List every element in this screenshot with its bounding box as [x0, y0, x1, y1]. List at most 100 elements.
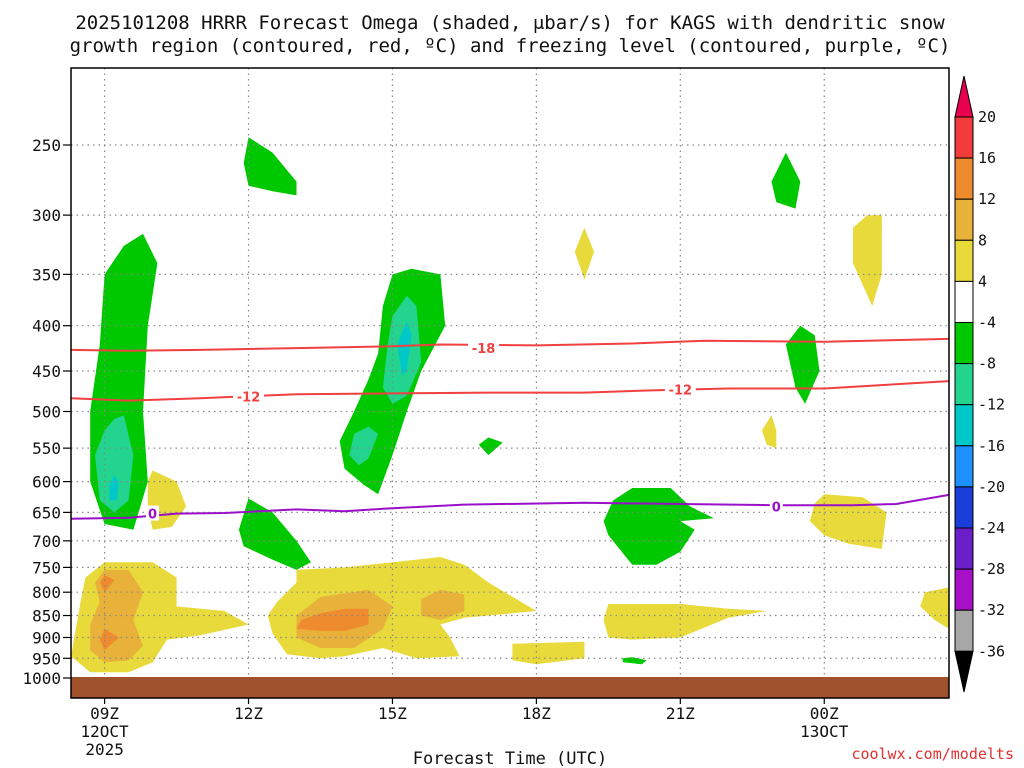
- omega-region-minus4: [243, 137, 297, 196]
- contour-label: 0: [148, 508, 157, 523]
- x-tick-label-09Z: 09Z: [90, 704, 119, 723]
- colorbar-legend: 20 16 12 8 4 -4 -8 -12 -16 -20 -24 -28 -32 -36: [954, 75, 1005, 693]
- colorbar-box: [954, 527, 974, 570]
- y-tick-label-950: 950: [32, 649, 61, 668]
- colorbar-label: -36: [978, 642, 1005, 660]
- x-tick-year: 2025: [85, 740, 124, 759]
- omega-region-minus8: [349, 426, 379, 466]
- x-tick-label-15Z: 15Z: [378, 704, 407, 723]
- y-tick-label-500: 500: [32, 403, 61, 422]
- contour-label-bg: [769, 498, 783, 514]
- colorbar-label: -28: [978, 560, 1005, 578]
- colorbar-box: [954, 486, 974, 529]
- colorbar-box: [954, 322, 974, 365]
- colorbar-top-arrow: [954, 75, 974, 118]
- y-tick-label-300: 300: [32, 206, 61, 225]
- x-axis-label: Forecast Time (UTC): [413, 749, 607, 768]
- omega-region-minus12: [109, 475, 119, 501]
- omega-region-minus4: [603, 488, 714, 565]
- colorbar-label: -4: [978, 314, 996, 332]
- omega-region-4: [603, 604, 767, 640]
- omega-shading-layer: [71, 137, 949, 673]
- colorbar-box: [954, 116, 974, 159]
- y-tick-label-700: 700: [32, 532, 61, 551]
- contour-label-bg: [468, 340, 500, 356]
- colorbar-label: -20: [978, 478, 1005, 496]
- y-tick-label-900: 900: [32, 628, 61, 647]
- contour-label: -12: [669, 383, 693, 398]
- omega-region-12: [99, 628, 119, 651]
- chart-title-line-1: 2025101208 HRRR Forecast Omega (shaded, …: [75, 12, 945, 34]
- omega-region-minus4: [785, 325, 820, 404]
- x-tick-date: 13OCT: [800, 722, 849, 741]
- colorbar-label: -32: [978, 601, 1005, 619]
- colorbar-label: 4: [978, 272, 987, 290]
- colorbar-bottom-arrow: [954, 650, 974, 693]
- gridlines: [71, 68, 949, 677]
- y-tick-label-250: 250: [32, 136, 61, 155]
- omega-region-minus12: [397, 320, 412, 376]
- colorbar-box: [954, 157, 974, 200]
- omega-region-minus8: [95, 415, 134, 513]
- ground-surface: [71, 677, 949, 698]
- colorbar-label: -8: [978, 355, 996, 373]
- colorbar-box: [954, 280, 974, 323]
- y-tick-label-550: 550: [32, 439, 61, 458]
- y-axis: 250 300 350 400 450 500 550 600 650 700 750 800 850 9…: [22, 136, 71, 688]
- contour-label-bg: [146, 505, 160, 521]
- contour-label: 0: [772, 500, 781, 515]
- colorbar-box: [954, 239, 974, 282]
- x-tick-label-18Z: 18Z: [522, 704, 551, 723]
- colorbar-label: 16: [978, 149, 996, 167]
- colorbar-label: 8: [978, 231, 987, 249]
- omega-region-4: [920, 587, 949, 629]
- contour-label: -12: [237, 391, 261, 406]
- colorbar-label: -16: [978, 437, 1005, 455]
- y-tick-label-350: 350: [32, 265, 61, 284]
- omega-region-minus4: [771, 152, 801, 209]
- colorbar-label: 20: [978, 108, 996, 126]
- x-tick-date: 12OCT: [80, 722, 129, 741]
- omega-region-12: [99, 575, 115, 593]
- colorbar-box: [954, 363, 974, 406]
- x-tick-label-00Z: 00Z: [810, 704, 839, 723]
- dgz-minus12-contour: [71, 380, 949, 402]
- y-tick-label-850: 850: [32, 607, 61, 626]
- omega-region-4: [809, 494, 887, 549]
- chart-title-line-2: growth region (contoured, red, ºC) and f…: [70, 35, 951, 57]
- colorbar-label: -12: [978, 396, 1005, 414]
- omega-region-4: [853, 215, 882, 306]
- contour-label: -18: [472, 342, 496, 357]
- colorbar-box: [954, 404, 974, 447]
- omega-region-4: [761, 415, 777, 449]
- colorbar-box: [954, 609, 974, 652]
- contour-label-bg: [233, 388, 265, 404]
- omega-region-4: [574, 227, 594, 280]
- y-tick-label-1000: 1000: [22, 669, 61, 688]
- dgz-minus18-contour: [71, 337, 949, 352]
- colorbar-label: -24: [978, 519, 1005, 537]
- contour-labels: -18 -12 -12 0 0: [146, 340, 783, 523]
- y-tick-label-600: 600: [32, 473, 61, 492]
- credit-text: coolwx.com/modelts: [851, 745, 1014, 763]
- omega-region-minus4: [238, 498, 311, 570]
- colorbar-label: 12: [978, 190, 996, 208]
- y-tick-label-400: 400: [32, 317, 61, 336]
- y-tick-label-450: 450: [32, 362, 61, 381]
- omega-region-minus4: [478, 437, 503, 456]
- colorbar-box: [954, 198, 974, 241]
- plot-frame: [70, 67, 950, 699]
- y-tick-label-650: 650: [32, 503, 61, 522]
- y-tick-label-800: 800: [32, 583, 61, 602]
- omega-region-12: [296, 608, 369, 631]
- omega-region-8: [421, 589, 465, 620]
- contour-label-bg: [664, 381, 696, 397]
- freezing-level-0-contour: [71, 493, 949, 520]
- omega-region-4: [512, 641, 585, 665]
- y-tick-label-750: 750: [32, 558, 61, 577]
- colorbar-box: [954, 445, 974, 488]
- contour-layer: [71, 337, 949, 520]
- colorbar-box: [954, 568, 974, 611]
